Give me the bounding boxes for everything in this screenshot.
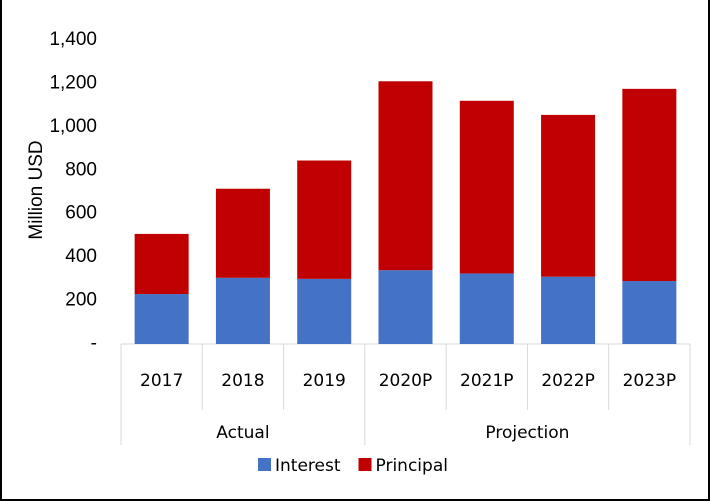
y-tick-label: 200 [65,290,97,311]
bar-segment [459,100,514,274]
x-tick-label: 2022P [541,371,595,391]
x-tick-label: 2019 [303,371,346,391]
legend-swatch [258,458,271,471]
y-tick-label: - [91,333,97,354]
bar-segment [297,278,352,344]
x-tick-label: 2021P [460,371,514,391]
group-label: Actual [216,423,269,443]
y-axis-label: Million USD [26,140,47,239]
x-tick-label: 2018 [221,371,264,391]
bar-segment [215,188,270,278]
y-tick-label: 1,200 [49,72,97,93]
bar-segment [215,277,270,344]
y-tick-label: 800 [65,159,97,180]
y-tick-label: 400 [65,246,97,267]
legend-label: Interest [275,456,341,476]
y-tick-label: 600 [65,203,97,224]
group-label: Projection [485,423,569,443]
bar-segment [622,88,677,282]
bar-segment [622,281,677,344]
x-tick-label: 2023P [623,371,677,391]
legend-label: Principal [376,456,448,476]
bar-segment [378,270,433,344]
bar-segment [459,273,514,344]
bar-segment [134,233,189,295]
x-tick-label: 2017 [140,371,183,391]
legend-swatch [358,458,372,471]
bar-segment [541,276,596,344]
y-tick-label: 1,400 [49,29,97,50]
x-tick-label: 2020P [379,371,433,391]
bar-segment [134,294,189,344]
bar-segment [541,114,596,277]
bar-segment [297,160,352,279]
y-tick-label: 1,000 [49,116,97,137]
bar-segment [378,81,433,271]
